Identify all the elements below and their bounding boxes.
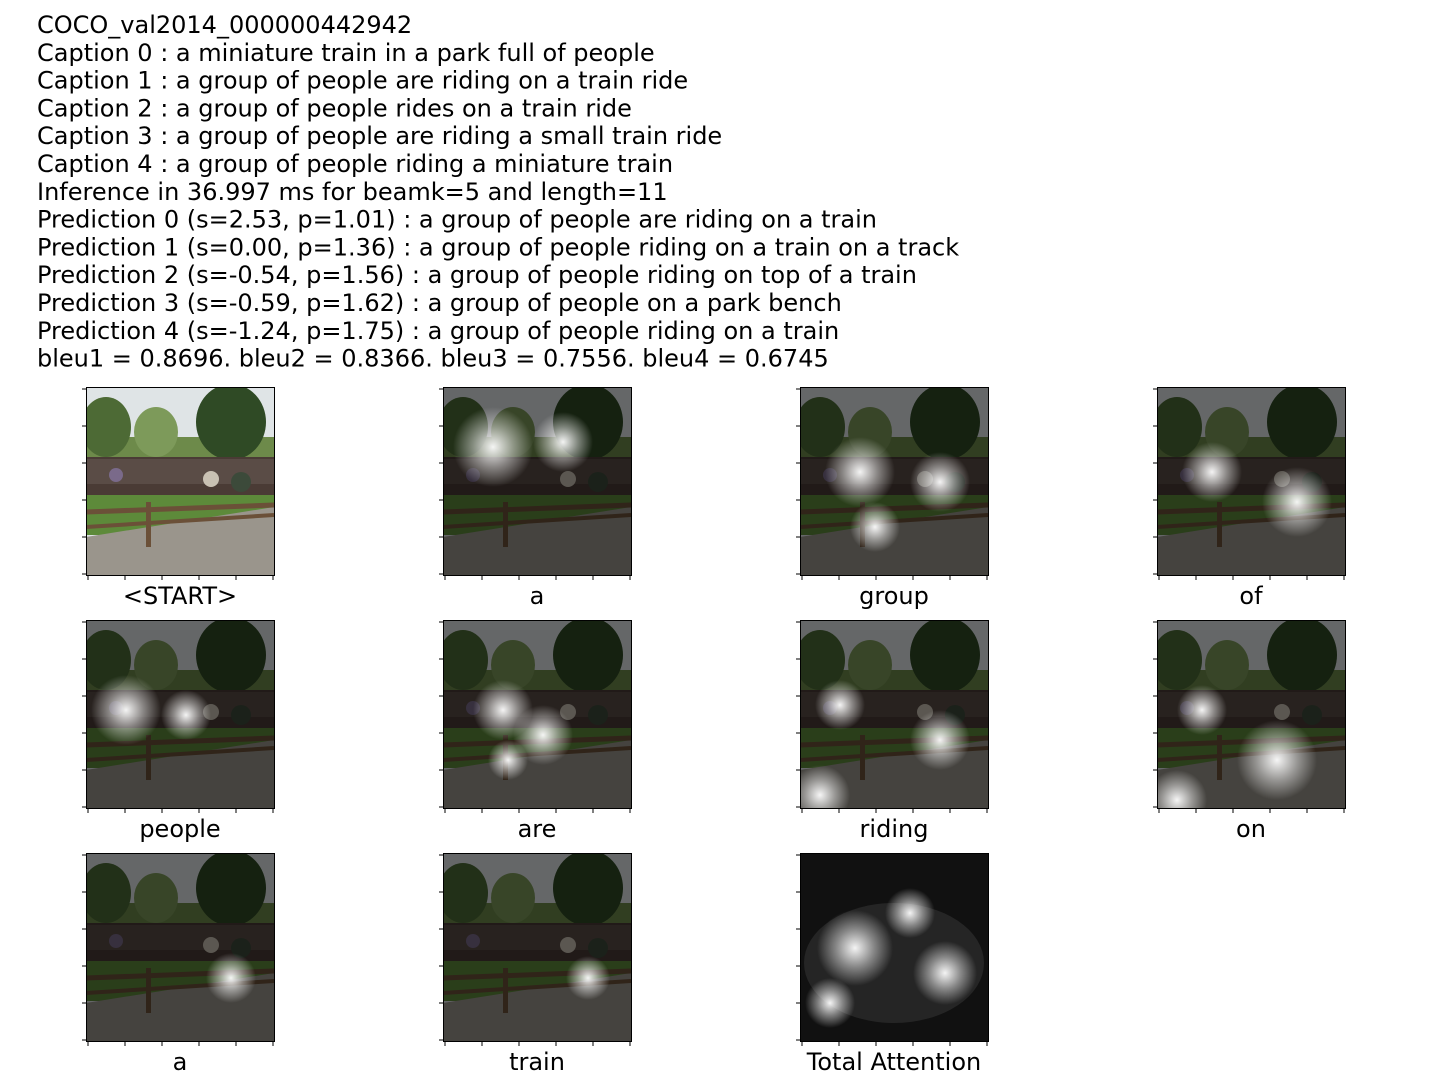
header-line: Prediction 0 (s=2.53, p=1.01) : a group … [37,206,877,234]
attention-panel: Total Attention [796,853,989,1076]
panels: <START> a group of people are riding on a train To… [81,384,1346,1076]
attention-panel: are [439,620,632,843]
header-line: COCO_val2014_000000442942 [37,11,412,39]
panel-image [86,853,274,1041]
attention-panel: a [439,387,632,610]
panel-image [443,620,631,808]
panel-frame [1157,387,1346,576]
panel-image [443,853,631,1041]
panel-frame [86,387,275,576]
header-line: Caption 1 : a group of people are riding… [37,67,688,95]
panel-label: on [1236,815,1266,843]
attention-panel: group [796,387,989,610]
attention-panel: on [1153,620,1346,843]
attention-panel: of [1153,387,1346,610]
header-line: Prediction 2 (s=-0.54, p=1.56) : a group… [37,261,917,289]
panel-image [800,387,988,575]
panel-label: train [509,1048,565,1076]
panel-frame [1157,620,1346,809]
header-line: Prediction 1 (s=0.00, p=1.36) : a group … [37,233,959,261]
panel-label: Total Attention [806,1048,981,1076]
panel-label: are [518,815,557,843]
panel-frame [86,853,275,1042]
panel-image [1157,387,1345,575]
panel-frame [86,620,275,809]
panel-frame [800,387,989,576]
panel-frame [443,387,632,576]
panel-label: group [859,582,929,610]
header-line: Prediction 3 (s=-0.59, p=1.62) : a group… [37,289,842,317]
attention-panel: riding [796,620,989,843]
header-line: Inference in 36.997 ms for beamk=5 and l… [37,178,668,206]
header-line: Prediction 4 (s=-1.24, p=1.75) : a group… [37,317,839,345]
header-line: Caption 3 : a group of people are riding… [37,122,722,150]
panel-frame [443,620,632,809]
panel-label: riding [860,815,929,843]
header-line: Caption 0 : a miniature train in a park … [37,39,655,67]
panel-image [800,853,988,1041]
attention-panel: train [439,853,632,1076]
panel-frame [443,853,632,1042]
panel-label: of [1239,582,1263,610]
attention-panel: <START> [81,384,275,610]
panel-label: <START> [123,582,237,610]
panel-image [81,384,274,575]
panel-frame [800,853,989,1042]
panel-label: people [139,815,220,843]
panel-image [800,620,988,808]
panel-image [443,387,631,575]
panel-image [1157,620,1345,808]
header-line: Caption 4 : a group of people riding a m… [37,150,673,178]
header-line: bleu1 = 0.8696. bleu2 = 0.8366. bleu3 = … [37,345,829,373]
header-line: Caption 2 : a group of people rides on a… [37,94,632,122]
attention-panel: people [82,620,275,843]
panel-image [86,620,274,808]
panel-label: a [530,582,545,610]
panel-label: a [173,1048,188,1076]
panel-frame [800,620,989,809]
attention-panel: a [82,853,275,1076]
